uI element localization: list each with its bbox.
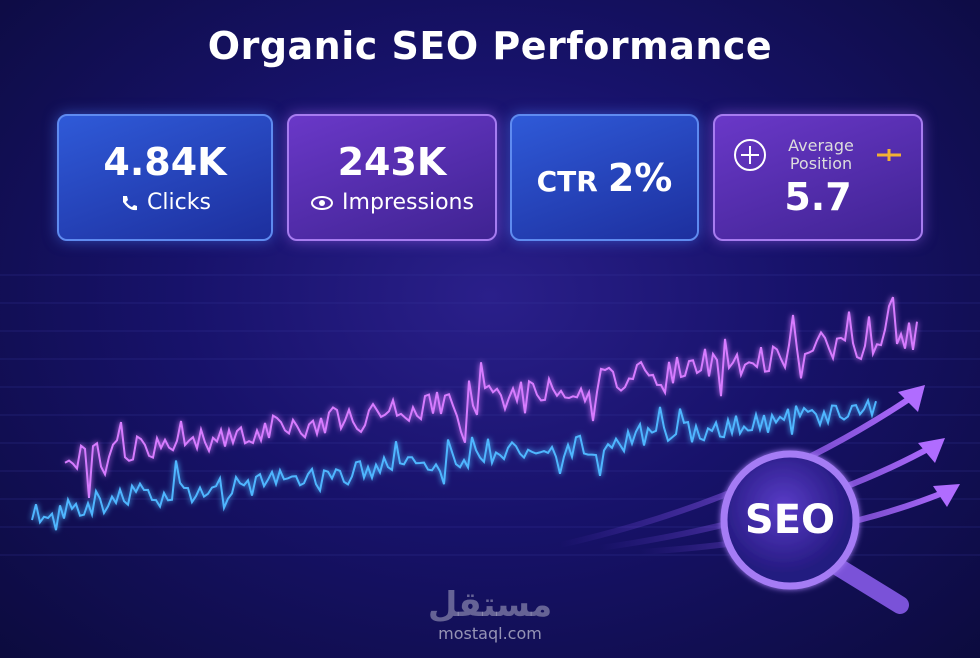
stat-card: CTR 2%	[510, 114, 699, 241]
stat-card: 243K Impressions	[287, 114, 497, 241]
stat-card: 4.84K Clicks	[57, 114, 273, 241]
stat-value: 243K	[337, 140, 447, 184]
trend-line	[64, 296, 918, 498]
seo-badge: SEO	[744, 497, 836, 543]
stat-label: Average Position	[788, 135, 854, 173]
stat-value: 5.7	[784, 174, 852, 219]
watermark-logo: مستقل	[427, 585, 553, 625]
watermark-site: mostaql.com	[438, 624, 542, 643]
stat-value: 2%	[607, 155, 673, 200]
stat-label: CTR	[536, 164, 598, 198]
arrow-heads	[898, 385, 960, 507]
eye-icon	[311, 195, 334, 210]
phone-icon	[123, 195, 138, 210]
magnifier-handle	[826, 556, 909, 614]
trend-line	[31, 397, 877, 531]
magnifier	[720, 450, 860, 590]
compass-icon	[734, 138, 766, 171]
stat-card: Average Position 5.7	[713, 114, 923, 241]
stat-label: Impressions	[342, 190, 474, 215]
plane-icon	[877, 148, 901, 161]
title: Organic SEO Performance	[207, 24, 773, 68]
stat-label: Clicks	[147, 190, 211, 215]
stat-value: 4.84K	[103, 140, 227, 184]
